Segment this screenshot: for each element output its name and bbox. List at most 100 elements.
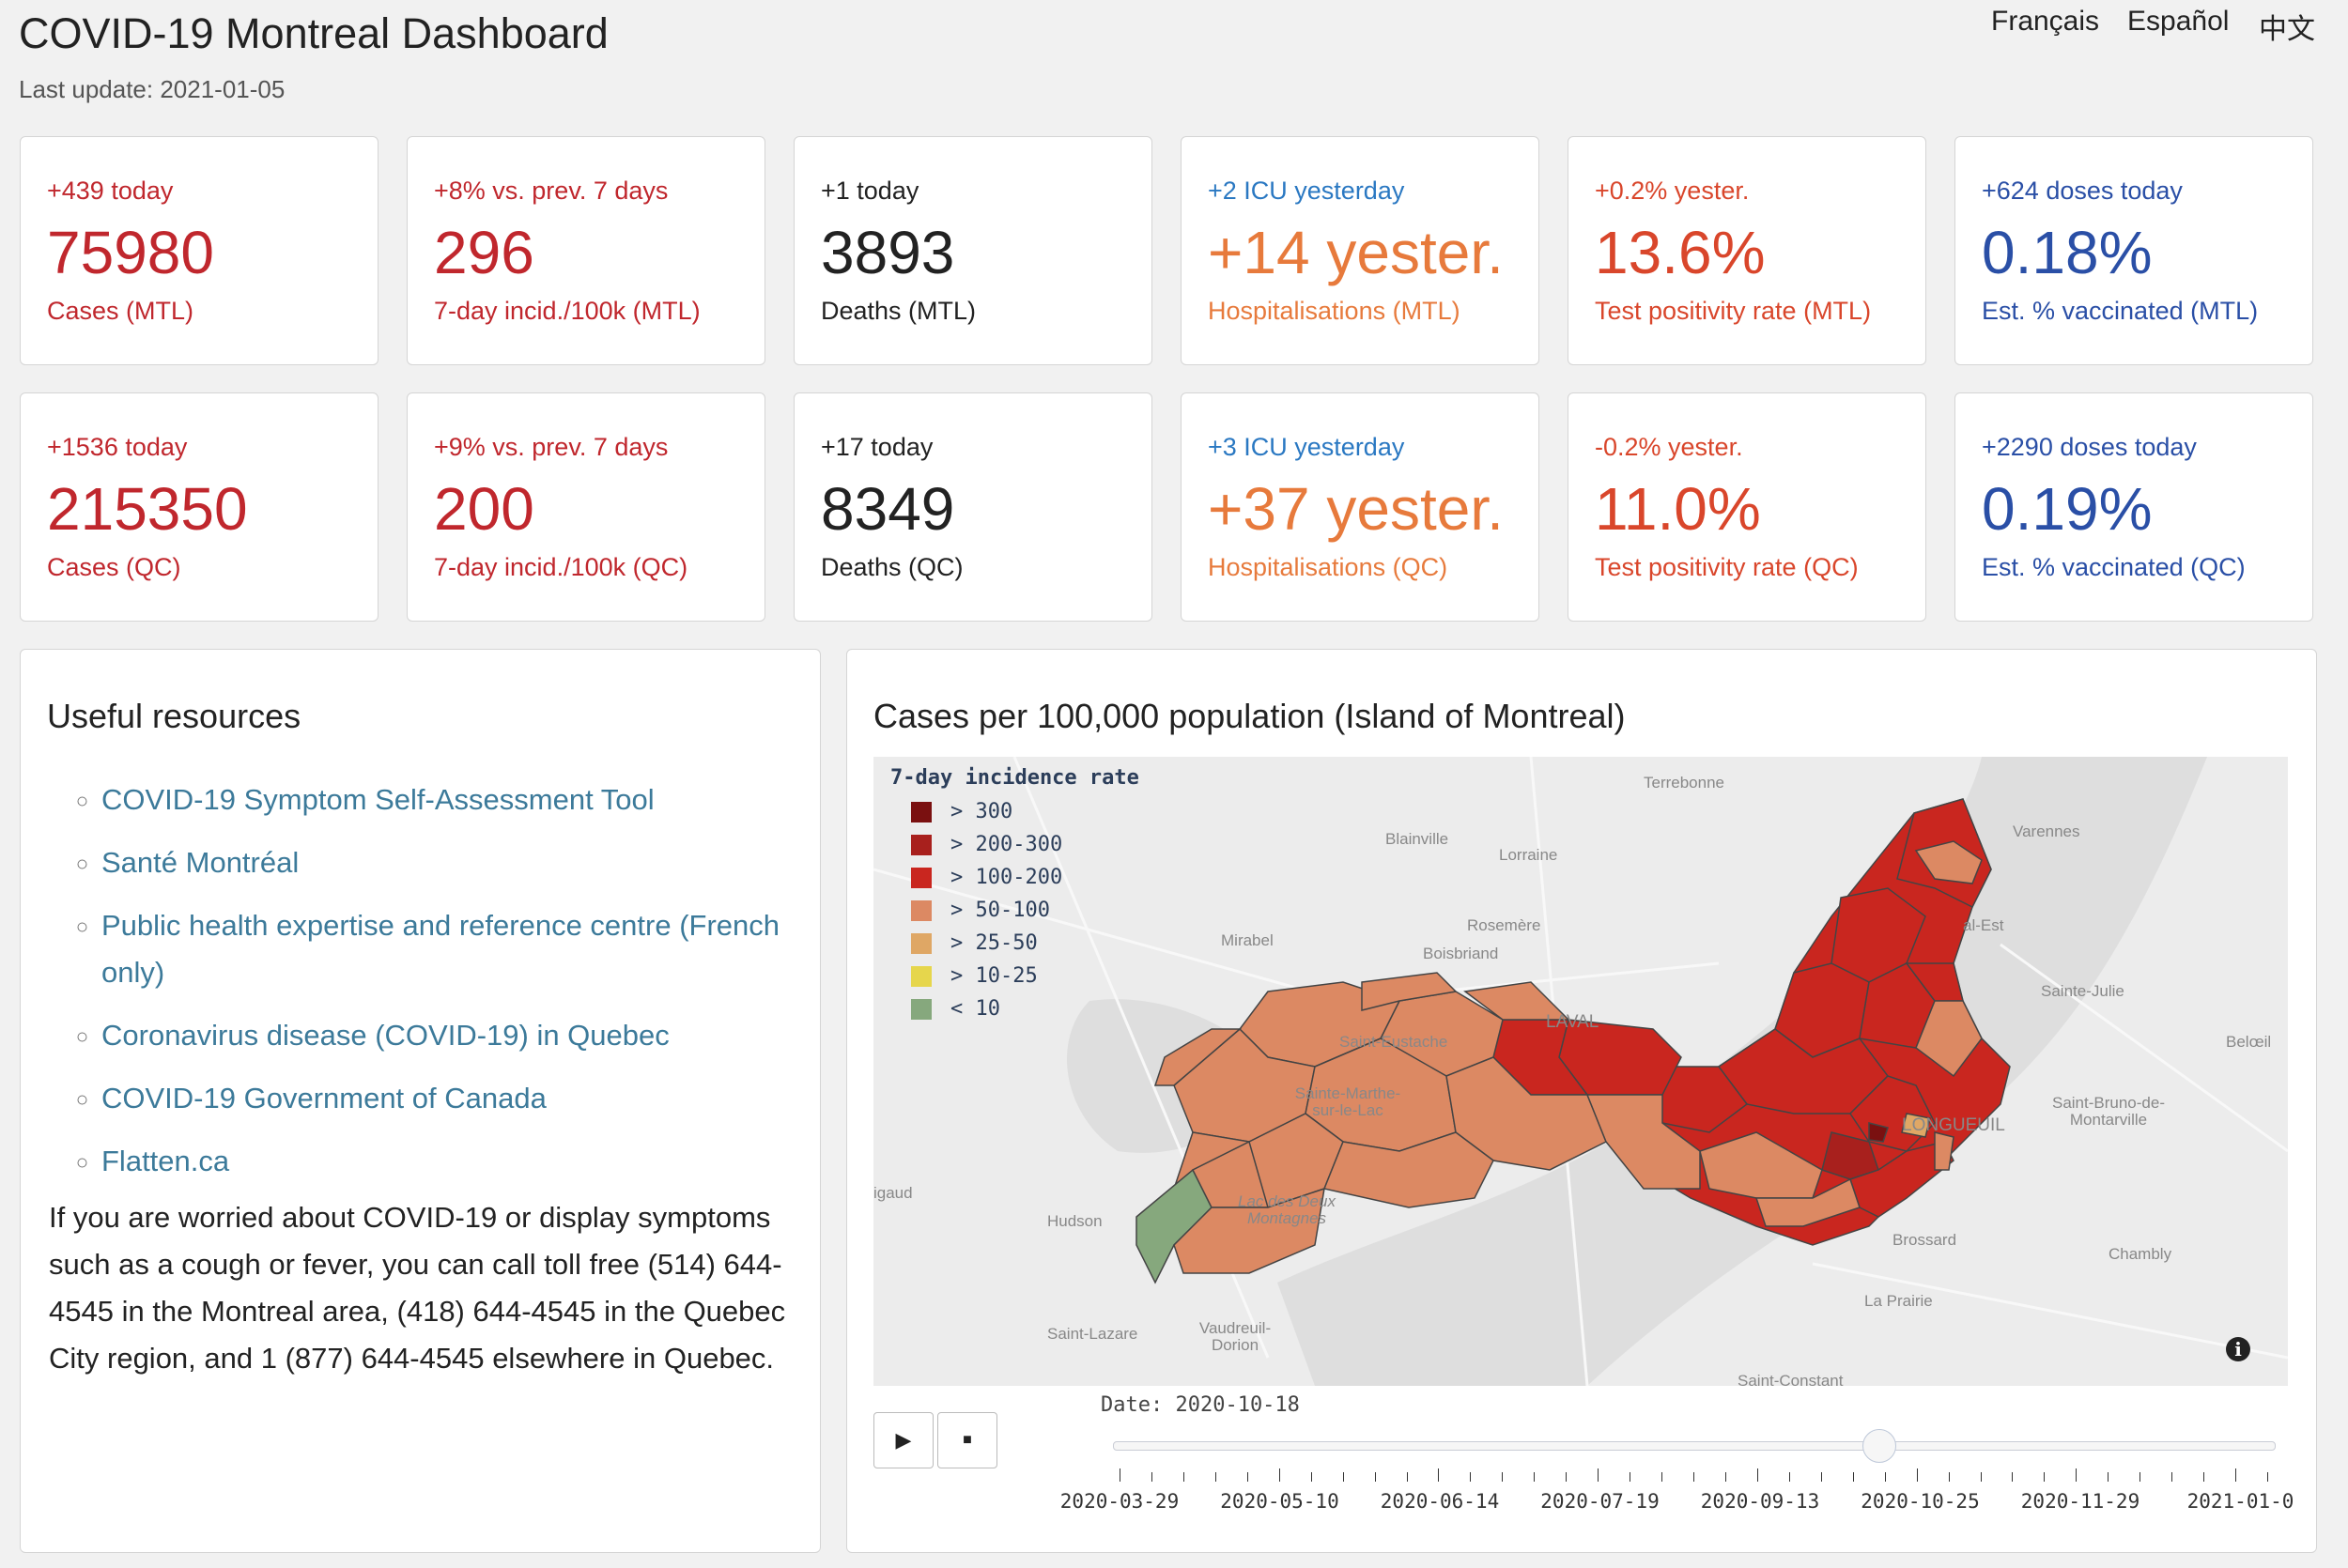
place-label: al-Est <box>1963 916 2004 934</box>
slider-tick-label: 2020-11-29 <box>2020 1490 2140 1513</box>
slider-tick <box>1470 1472 1472 1482</box>
resources-title: Useful resources <box>47 697 301 735</box>
legend-swatch <box>911 867 932 888</box>
legend-title: 7-day incidence rate <box>890 766 1139 790</box>
slider-tick <box>1502 1472 1504 1482</box>
choropleth-map[interactable]: Terrebonne Blainville Lorraine Varennes … <box>873 757 2288 1386</box>
place-label: Saint-Lazare <box>1047 1325 1138 1343</box>
legend-row[interactable]: > 200-300 <box>890 828 1139 861</box>
card-label: 7-day incid./100k (MTL) <box>434 297 701 325</box>
place-label: Lac des Deux Montagnes <box>1238 1192 1336 1227</box>
slider-tick <box>1598 1468 1599 1482</box>
place-label: Varennes <box>2013 822 2080 840</box>
legend-row[interactable]: > 300 <box>890 795 1139 828</box>
list-item: COVID-19 Government of Canada <box>101 1075 843 1122</box>
legend-label: > 50-100 <box>950 899 1050 922</box>
legend-row[interactable]: > 50-100 <box>890 894 1139 927</box>
card-delta: +3 ICU yesterday <box>1208 433 1405 461</box>
card-value: 75980 <box>47 219 214 286</box>
card-label: Test positivity rate (QC) <box>1595 553 1859 581</box>
card-delta: +1 today <box>821 177 919 205</box>
card-incidence-mtl: +8% vs. prev. 7 days 296 7-day incid./10… <box>407 136 765 365</box>
card-value: 11.0% <box>1595 475 1761 543</box>
card-value: 200 <box>434 475 534 543</box>
card-positivity-qc: -0.2% yester. 11.0% Test positivity rate… <box>1568 392 1926 622</box>
link-canada-covid[interactable]: COVID-19 Government of Canada <box>101 1082 547 1115</box>
card-label: Hospitalisations (QC) <box>1208 553 1448 581</box>
resources-panel: Useful resources COVID-19 Symptom Self-A… <box>20 649 821 1553</box>
stop-button[interactable]: ■ <box>937 1412 997 1468</box>
slider-tick <box>1916 1468 1918 1482</box>
card-delta: +17 today <box>821 433 934 461</box>
link-flatten[interactable]: Flatten.ca <box>101 1145 230 1177</box>
link-quebec-covid[interactable]: Coronavirus disease (COVID-19) in Quebec <box>101 1019 670 1052</box>
slider-tick <box>2171 1472 2173 1482</box>
region-dollard <box>1173 1187 1325 1274</box>
slider-tick <box>1724 1472 1726 1482</box>
link-public-health-expertise[interactable]: Public health expertise and reference ce… <box>101 909 780 989</box>
card-cases-qc: +1536 today 215350 Cases (QC) <box>20 392 378 622</box>
slider-track[interactable] <box>1113 1441 2276 1451</box>
card-hosp-qc: +3 ICU yesterday +37 yester. Hospitalisa… <box>1181 392 1539 622</box>
legend-swatch <box>911 899 932 921</box>
place-label: Sainte-Marthe-sur-le-Lac <box>1294 1084 1401 1119</box>
list-item: Santé Montréal <box>101 839 843 886</box>
legend-label: > 10-25 <box>950 964 1038 988</box>
card-delta: +1536 today <box>47 433 188 461</box>
region-ile-bizard-a <box>1361 972 1458 1011</box>
island-regions <box>1135 798 2011 1284</box>
slider-tick <box>1406 1472 1408 1482</box>
legend-label: > 25-50 <box>950 931 1038 955</box>
slider-tick <box>1788 1472 1790 1482</box>
play-button[interactable]: ▶ <box>873 1412 934 1468</box>
card-label: 7-day incid./100k (QC) <box>434 553 688 581</box>
place-label: Terrebonne <box>1644 774 1725 792</box>
card-value: 215350 <box>47 475 248 543</box>
slider-tick <box>1820 1472 1822 1482</box>
legend-row[interactable]: > 10-25 <box>890 960 1139 992</box>
slider-tick-label: 2020-10-25 <box>1861 1490 1980 1513</box>
info-icon[interactable]: i <box>2226 1337 2250 1361</box>
slider-tick <box>1278 1468 1280 1482</box>
place-label: Lorraine <box>1499 846 1558 864</box>
legend-label: > 200-300 <box>950 833 1063 856</box>
map-svg[interactable] <box>873 757 2288 1386</box>
card-label: Test positivity rate (MTL) <box>1595 297 1872 325</box>
place-label: Vaudreuil-Dorion <box>1198 1319 1272 1354</box>
link-self-assessment[interactable]: COVID-19 Symptom Self-Assessment Tool <box>101 783 655 816</box>
legend-row[interactable]: > 100-200 <box>890 861 1139 894</box>
slider-tick <box>1310 1472 1312 1482</box>
list-item: COVID-19 Symptom Self-Assessment Tool <box>101 776 843 823</box>
slider-tick <box>2044 1472 2046 1482</box>
place-label: LAVAL <box>1546 1012 1599 1032</box>
slider-tick-label: 2020-07-19 <box>1540 1490 1660 1513</box>
slider-tick <box>1566 1472 1568 1482</box>
card-value: +37 yester. <box>1208 475 1504 543</box>
card-delta: +0.2% yester. <box>1595 177 1750 205</box>
legend-swatch <box>911 998 932 1020</box>
legend-row[interactable]: < 10 <box>890 992 1139 1025</box>
place-label: Hudson <box>1047 1212 1103 1230</box>
place-label: La Prairie <box>1864 1292 1933 1310</box>
region-plateau <box>1915 1000 1983 1078</box>
place-label: Belœil <box>2226 1033 2272 1051</box>
link-sante-montreal[interactable]: Santé Montréal <box>101 846 300 879</box>
region-ile-bizard-b <box>1463 981 1570 1021</box>
map-panel: Cases per 100,000 population (Island of … <box>846 649 2317 1553</box>
place-label: Rosemère <box>1467 916 1541 934</box>
place-label: igaud <box>873 1184 913 1202</box>
place-label: Saint-Bruno-de-Montarville <box>2051 1094 2165 1129</box>
region-island-south <box>1934 1131 1954 1171</box>
legend-row[interactable]: > 25-50 <box>890 927 1139 960</box>
region-ile-bizard-c <box>1153 1028 1243 1086</box>
place-label: Blainville <box>1385 830 1449 848</box>
card-label: Cases (MTL) <box>47 297 194 325</box>
slider-handle[interactable] <box>1861 1429 1896 1463</box>
card-delta: -0.2% yester. <box>1595 433 1743 461</box>
region-west-island-f <box>1585 1094 1701 1190</box>
lang-chinese[interactable]: 中文 <box>2259 14 2315 45</box>
lang-espanol[interactable]: Español <box>2127 6 2230 37</box>
place-label: LONGUEUIL <box>1902 1115 2005 1135</box>
lang-francais[interactable]: Français <box>1991 6 2100 37</box>
card-vaccinated-qc: +2290 doses today 0.19% Est. % vaccinate… <box>1954 392 2313 622</box>
